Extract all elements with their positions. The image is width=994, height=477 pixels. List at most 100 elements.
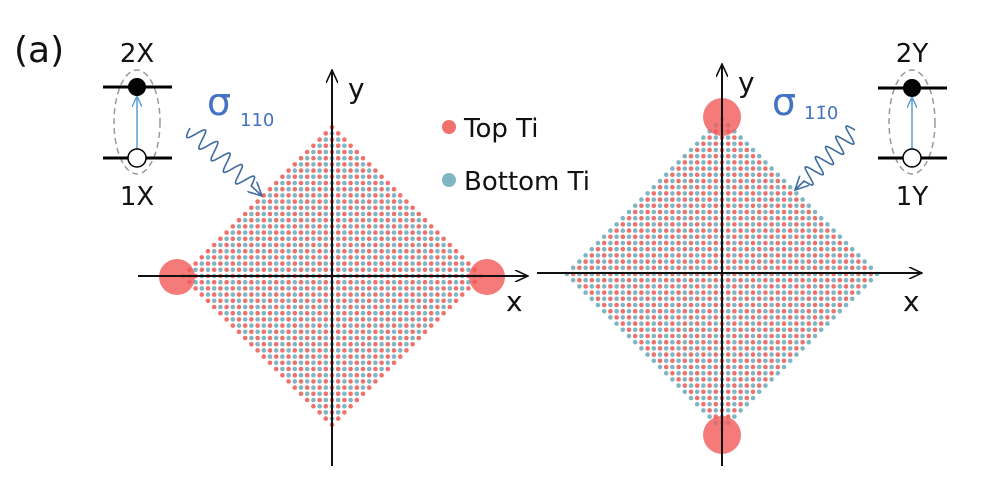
- top-ti-atom: [701, 389, 706, 395]
- bottom-ti-atom: [694, 290, 700, 295]
- bottom-ti-atom: [404, 317, 409, 322]
- top-ti-atom: [435, 304, 440, 310]
- top-ti-atom: [323, 180, 329, 186]
- top-ti-atom: [385, 329, 391, 335]
- top-ti-atom: [632, 321, 638, 326]
- top-ti-atom: [273, 193, 279, 198]
- bottom-ti-atom: [794, 228, 799, 233]
- bottom-ti-atom: [756, 302, 762, 308]
- top-ti-atom: [441, 286, 446, 291]
- top-ti-atom: [756, 321, 762, 326]
- top-ti-atom: [292, 323, 298, 328]
- top-ti-atom: [422, 329, 428, 335]
- bottom-ti-atom: [701, 370, 706, 376]
- top-ti-atom: [645, 284, 650, 289]
- top-ti-atom: [639, 339, 644, 345]
- bottom-ti-atom: [756, 339, 762, 345]
- bottom-ti-atom: [688, 383, 694, 388]
- bottom-ti-atom: [317, 143, 322, 149]
- bottom-ti-atom: [862, 284, 867, 289]
- top-ti-atom: [800, 265, 805, 271]
- bottom-ti-atom: [608, 228, 613, 233]
- bottom-ti-atom: [701, 184, 706, 190]
- top-ti-atom: [806, 246, 812, 252]
- top-ti-atom: [466, 261, 471, 266]
- top-ti-atom: [466, 286, 471, 291]
- bottom-ti-atom: [311, 385, 316, 390]
- top-ti-atom: [249, 242, 254, 248]
- top-ti-atom: [354, 323, 360, 328]
- bottom-ti-atom: [249, 236, 254, 242]
- top-ti-atom: [750, 178, 756, 184]
- bottom-ti-atom: [732, 191, 737, 196]
- top-ti-atom: [416, 335, 422, 341]
- top-ti-atom: [626, 228, 632, 233]
- top-ti-atom: [725, 141, 731, 147]
- bottom-ti-atom: [354, 168, 360, 173]
- bottom-ti-atom: [267, 304, 273, 310]
- bottom-ti-atom: [639, 284, 644, 289]
- top-ti-atom: [738, 215, 743, 221]
- top-ti-atom: [280, 261, 285, 266]
- top-ti-atom: [707, 370, 712, 376]
- bottom-ti-atom: [298, 248, 304, 254]
- top-ti-atom: [311, 403, 316, 409]
- bottom-ti-atom: [651, 333, 657, 339]
- top-ti-atom: [286, 317, 291, 322]
- top-ti-atom: [663, 327, 669, 333]
- top-ti-atom: [404, 348, 409, 353]
- bottom-ti-atom: [342, 279, 347, 285]
- top-ti-atom: [242, 248, 248, 254]
- bottom-ti-atom: [255, 205, 260, 211]
- bottom-ti-atom: [694, 253, 700, 258]
- top-ti-atom: [812, 277, 818, 283]
- bottom-ti-atom: [242, 304, 248, 310]
- top-ti-atom: [688, 153, 694, 159]
- top-ti-atom: [750, 352, 756, 357]
- top-ti-atom: [236, 230, 242, 235]
- top-ti-atom: [348, 391, 353, 397]
- top-ti-atom: [354, 248, 360, 254]
- top-ti-atom: [360, 230, 366, 235]
- top-ti-atom: [323, 279, 329, 285]
- bottom-ti-atom: [812, 321, 818, 326]
- top-ti-atom: [267, 335, 273, 341]
- bottom-ti-atom: [360, 199, 366, 204]
- bottom-ti-atom: [286, 224, 291, 229]
- bottom-ti-atom: [676, 197, 681, 202]
- bottom-ti-atom: [775, 370, 781, 376]
- top-ti-atom: [744, 184, 750, 190]
- top-ti-atom: [738, 153, 743, 159]
- bottom-ti-atom: [769, 302, 774, 308]
- top-ti-atom: [663, 290, 669, 295]
- top-ti-atom: [267, 186, 273, 192]
- bottom-ti-atom: [756, 240, 762, 246]
- bottom-ti-atom: [676, 209, 681, 215]
- top-ti-atom: [236, 217, 242, 223]
- top-ti-atom: [651, 215, 657, 221]
- bottom-ti-atom: [744, 401, 750, 407]
- bottom-ti-atom: [273, 360, 279, 366]
- top-ti-atom: [688, 215, 694, 221]
- bottom-ti-atom: [379, 217, 384, 223]
- bottom-ti-atom: [763, 296, 768, 302]
- top-ti-atom: [323, 403, 329, 409]
- bottom-ti-atom: [397, 310, 403, 316]
- bottom-ti-atom: [601, 234, 607, 240]
- top-ti-atom: [862, 265, 867, 271]
- bottom-ti-atom: [831, 240, 836, 246]
- bottom-ti-atom: [354, 267, 360, 273]
- top-ti-atom: [775, 290, 781, 295]
- top-ti-atom: [211, 304, 217, 310]
- top-ti-atom: [657, 184, 663, 190]
- top-ti-atom: [725, 277, 731, 283]
- bottom-ti-atom: [335, 286, 341, 291]
- top-ti-atom: [725, 240, 731, 246]
- top-ti-atom: [323, 354, 329, 359]
- bottom-ti-atom: [707, 166, 712, 171]
- bottom-ti-atom: [676, 346, 681, 351]
- bottom-ti-atom: [360, 310, 366, 316]
- top-ti-atom: [304, 360, 310, 366]
- top-ti-atom: [682, 197, 688, 202]
- bottom-ti-atom: [373, 199, 378, 204]
